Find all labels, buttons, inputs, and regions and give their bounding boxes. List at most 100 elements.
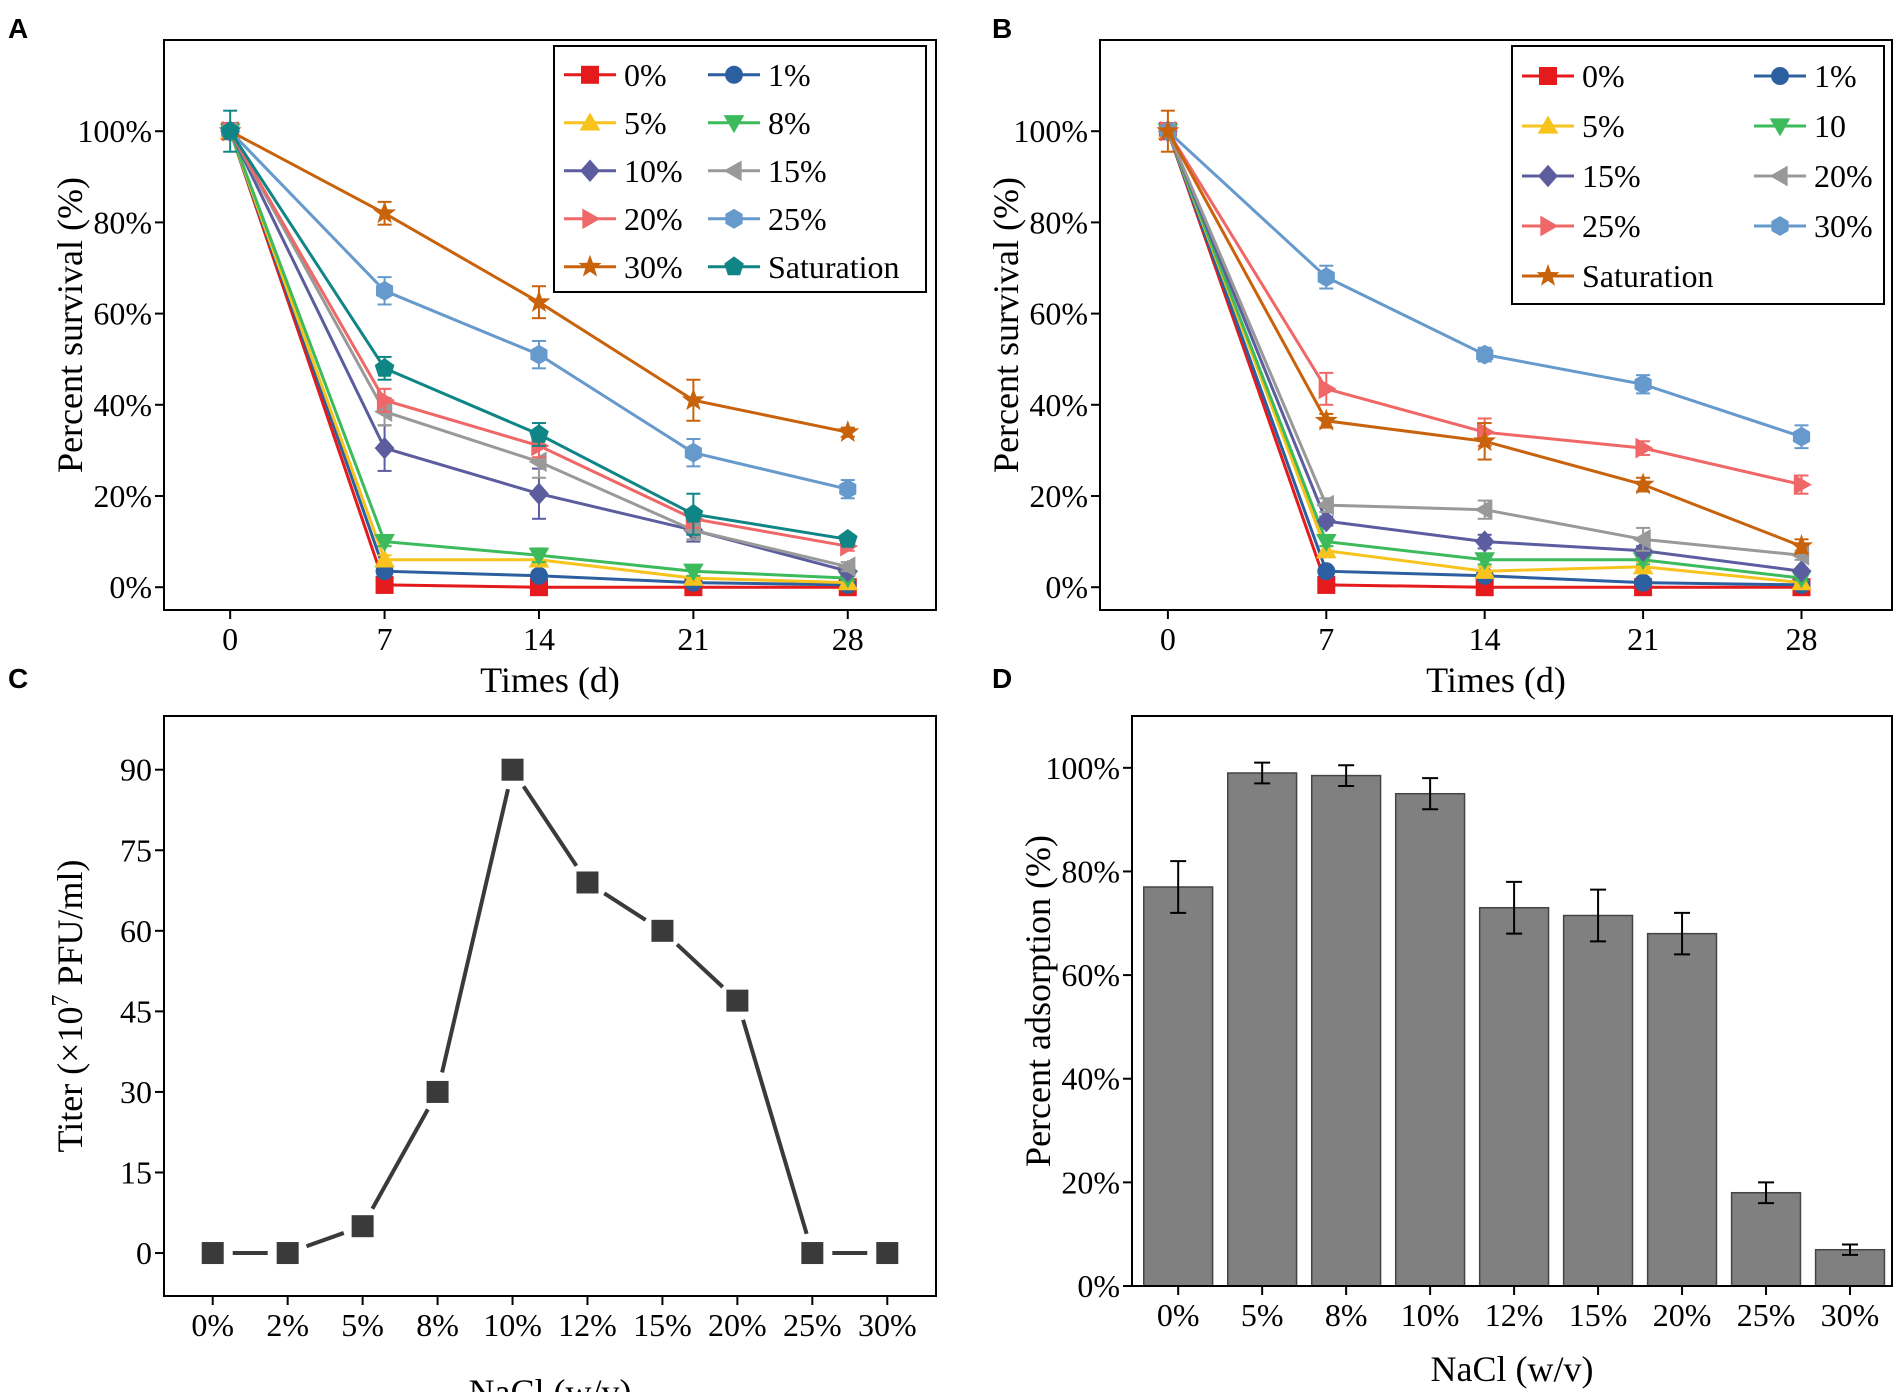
panel-d-bar-chart: 0% 20% 40% 60% 80% 100% 0% 5% 8% 10% 12% 15% 20% 25% 3… (1018, 715, 1893, 1389)
panel-a-data-point (220, 120, 240, 140)
panel-b-data-point (1473, 429, 1497, 452)
panel-c-data-point (876, 1242, 899, 1265)
panel-b-ytick-label: 20% (1029, 478, 1088, 514)
panel-d-xtick-label: 5% (1241, 1297, 1284, 1333)
panel-b-data-point (1317, 562, 1336, 581)
panel-b-legend-label: 0% (1582, 58, 1625, 94)
panel-a-data-point (529, 482, 549, 505)
panel-c-series-segment (603, 891, 647, 922)
panel-b-ytick-label: 60% (1029, 296, 1088, 332)
panel-b-data-point (1789, 534, 1813, 556)
panel-a-data-point (527, 290, 551, 312)
panel-c-xtick-label: 25% (783, 1307, 842, 1343)
panel-c-y-axis-title: Titer (×107 PFU/ml) (48, 859, 90, 1152)
panel-a-legend-label: 20% (624, 201, 683, 237)
panel-a-legend-swatch-marker (578, 254, 602, 277)
panel-a-legend-label: 0% (624, 57, 667, 93)
panel-c-ytick-label: 30 (120, 1074, 152, 1110)
panel-a-legend-swatch-marker (723, 115, 745, 134)
panel-b-data-point (1634, 573, 1653, 592)
panel-a-legend-label: 25% (768, 201, 827, 237)
panel-b-legend-label: 10 (1814, 108, 1846, 144)
panel-b-data-point (1315, 494, 1334, 516)
panel-c-xtick-label: 30% (858, 1307, 917, 1343)
panel-a-data-point (374, 549, 395, 568)
panel-a-legend-swatch-marker (723, 160, 742, 182)
panel-d-plot-frame (1131, 715, 1893, 1287)
panel-c-data-point (426, 1080, 449, 1103)
panel-label-a: A (8, 13, 28, 44)
panel-b-legend-swatch-marker (1536, 263, 1560, 286)
panel-c-y-axis-title-suffix: PFU/ml) (50, 859, 90, 994)
panel-b-ytick-label: 0% (1045, 569, 1088, 605)
panel-d-bar (1143, 886, 1214, 1287)
panel-b-xtick-label: 28 (1785, 621, 1817, 657)
panel-c-data-point (726, 989, 749, 1012)
panel-a-data-point (376, 389, 395, 411)
panel-a-data-point (837, 529, 858, 548)
panel-b-legend-swatch-marker (1539, 67, 1557, 85)
panel-b-ytick-label: 100% (1013, 113, 1088, 149)
panel-b-legend-label: 25% (1582, 208, 1641, 244)
panel-a-xtick-label: 14 (523, 621, 555, 657)
panel-b-legend-item-1pct: 1% (1754, 58, 1857, 94)
panel-a-ytick-label: 100% (77, 113, 152, 149)
panel-d-error-bar (1422, 777, 1439, 811)
panel-c-plot-frame (163, 715, 937, 1297)
panel-b-legend-label: 30% (1814, 208, 1873, 244)
panel-c-data-point (651, 919, 674, 942)
panel-b-data-point (1317, 575, 1336, 594)
panel-a-data-point (837, 556, 856, 578)
panel-a-data-point (681, 388, 705, 411)
panel-d-bar (1310, 774, 1382, 1287)
panel-b-series-20pct (1157, 120, 1810, 566)
panel-d-ytick-label: 40% (1061, 1061, 1120, 1097)
panel-c-series-segment (521, 785, 579, 867)
panel-c-data-point (801, 1242, 824, 1265)
panel-c-ytick-label: 90 (120, 752, 152, 788)
panel-d-error-bar (1674, 911, 1691, 956)
panel-b-data-point (1634, 374, 1652, 395)
panel-d-ytick-label: 20% (1061, 1164, 1120, 1200)
panel-b-legend-swatch-marker (1537, 115, 1559, 134)
panel-b-data-point (1156, 119, 1180, 141)
panel-c-data-point (276, 1242, 299, 1265)
panel-b-data-point (1793, 474, 1812, 495)
panel-b-xtick-label: 21 (1627, 621, 1659, 657)
panel-b-legend-item-30pct: 30% (1754, 208, 1873, 244)
panel-label-c: C (8, 663, 28, 694)
panel-a-legend-item-1pct: 1% (708, 57, 811, 93)
panel-c-xtick-label: 15% (633, 1307, 692, 1343)
panel-d-xtick-label: 30% (1821, 1297, 1880, 1333)
panel-a-legend-label: 1% (768, 57, 811, 93)
panel-b-data-point (1314, 408, 1338, 431)
panel-d-xtick-label: 15% (1569, 1297, 1628, 1333)
panel-b-legend-label: 1% (1814, 58, 1857, 94)
panel-b-legend-swatch-marker (1771, 216, 1789, 236)
panel-c-data-point (201, 1242, 224, 1265)
panel-b-legend-label: 15% (1582, 158, 1641, 194)
panel-d-ytick-label: 80% (1061, 853, 1120, 889)
panel-a-legend-label: 8% (768, 105, 811, 141)
panel-b-legend-swatch-marker (1769, 165, 1788, 187)
panel-a-line-chart: 0% 20% 40% 60% 80% 100% 0 7 14 21 28 Times (d) Perce… (50, 39, 937, 700)
panel-c-series-segment (370, 1108, 430, 1210)
panel-b-legend-label: 5% (1582, 108, 1625, 144)
panel-a-data-point (683, 503, 704, 523)
panel-label-d: D (992, 663, 1012, 694)
panel-d-error-bar (1506, 880, 1523, 935)
panel-a-data-point (529, 566, 548, 585)
panel-b-legend-swatch-marker (1769, 118, 1791, 137)
panel-a-data-point (528, 547, 550, 566)
panel-c-line-chart: 0 15 30 45 60 75 90 0% 2% 5% 8% 10% 12% 15% 20% 25% 30% N… (48, 715, 937, 1392)
panel-b-data-point (1474, 552, 1496, 571)
panel-a-ytick-label: 20% (93, 478, 152, 514)
panel-d-xtick-label: 10% (1401, 1297, 1460, 1333)
panel-b-ytick-label: 80% (1029, 204, 1088, 240)
panel-d-error-bar (1842, 1243, 1859, 1256)
panel-a-legend-item-8pct: 8% (708, 105, 811, 141)
panel-a-data-point (374, 533, 395, 552)
panel-a-ytick-label: 60% (93, 296, 152, 332)
panel-d-bar (1394, 792, 1466, 1287)
